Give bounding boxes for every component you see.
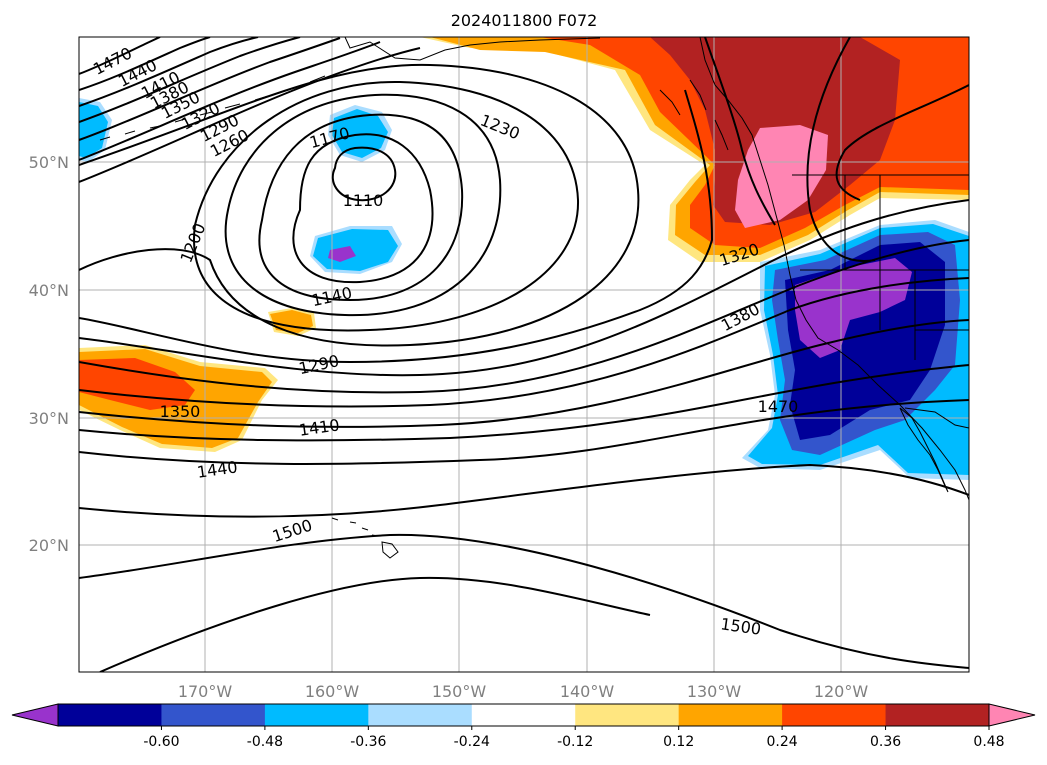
colorbar-tick-label: -0.60 bbox=[143, 734, 179, 750]
map-plot-area: 1470 1440 1410 1380 1350 1320 1290 1260 … bbox=[79, 37, 969, 672]
contour-labels: 1470 1440 1410 1380 1350 1320 1290 1260 … bbox=[90, 43, 798, 638]
lat-label: 40°N bbox=[29, 281, 69, 300]
contour-line-1170 bbox=[258, 113, 464, 302]
colorbar-tick-label: 0.24 bbox=[767, 734, 798, 750]
colorbar-tick-label: -0.12 bbox=[557, 734, 593, 750]
height-contours bbox=[79, 37, 969, 672]
contour-line-1470 bbox=[79, 399, 969, 465]
contour-line-1200 bbox=[224, 93, 502, 317]
contour-line-1140 bbox=[292, 133, 434, 284]
lon-label: 160°W bbox=[305, 682, 360, 701]
contour-line-1230 bbox=[193, 80, 580, 332]
lon-label: 120°W bbox=[814, 682, 869, 701]
graticule bbox=[79, 37, 969, 672]
colorbar-segment bbox=[264, 704, 369, 726]
contour-label-1470: 1470 bbox=[758, 397, 799, 416]
contour-line-1380-ne bbox=[835, 84, 969, 201]
contour-line-1380-nw bbox=[79, 37, 301, 123]
contour-label-1350: 1350 bbox=[160, 402, 201, 421]
contour-line-1110 bbox=[331, 146, 397, 202]
negative-anomaly-small bbox=[79, 102, 108, 158]
contour-line-1380 bbox=[79, 277, 969, 408]
colorbar-segment bbox=[575, 704, 680, 726]
positive-anomaly-region-west bbox=[79, 358, 195, 410]
contour-line-1320-ne bbox=[704, 37, 776, 226]
colorbar-tick-label: -0.24 bbox=[454, 734, 490, 750]
contour-line-1320-nw bbox=[79, 41, 381, 161]
colorbar-tick-label: -0.48 bbox=[247, 734, 283, 750]
contour-line-1410 bbox=[79, 319, 969, 428]
longitude-labels: 170°W 160°W 150°W 140°W 130°W 120°W bbox=[178, 682, 869, 701]
coastlines bbox=[99, 37, 969, 559]
state-borders bbox=[800, 175, 969, 360]
latitude-labels: 50°N 40°N 30°N 20°N bbox=[29, 153, 69, 555]
contour-line-1500-south bbox=[99, 576, 651, 672]
colorbar-tick-label: 0.36 bbox=[870, 734, 901, 750]
coastline-north-america bbox=[699, 37, 969, 501]
colorbar-segment bbox=[782, 704, 887, 726]
lat-label: 30°N bbox=[29, 409, 69, 428]
contour-line-1440-nw bbox=[79, 37, 211, 91]
negative-anomaly-region-east bbox=[795, 258, 912, 358]
colorbar-segment bbox=[678, 704, 783, 726]
contour-line-1470-nw bbox=[79, 37, 161, 75]
colorbar-extend-max bbox=[988, 703, 1036, 727]
plot-frame bbox=[78, 36, 970, 673]
colorbar-tick-label: 0.12 bbox=[663, 734, 694, 750]
lon-label: 130°W bbox=[687, 682, 742, 701]
negative-anomaly-small bbox=[328, 246, 356, 262]
negative-anomaly-small bbox=[313, 229, 398, 271]
colorbar-segment bbox=[58, 704, 162, 726]
contour-line-1350 bbox=[79, 239, 969, 394]
coastline-hawaii bbox=[331, 517, 399, 559]
contour-line-1260 bbox=[79, 63, 640, 347]
coastline-islands-bc bbox=[659, 79, 729, 151]
coastline-baja bbox=[899, 407, 949, 493]
contour-line-1290 bbox=[79, 89, 714, 364]
lon-label: 150°W bbox=[432, 682, 487, 701]
colorbar-segment bbox=[471, 704, 576, 726]
map-title: 2024011800 F072 bbox=[451, 11, 598, 30]
coastline-alaska bbox=[344, 37, 601, 61]
contour-line-1350-ne bbox=[806, 37, 876, 262]
colorbar-segment bbox=[885, 704, 990, 726]
lon-label: 170°W bbox=[178, 682, 233, 701]
contour-line-1350-nw bbox=[79, 37, 341, 141]
contour-line-1410-nw bbox=[79, 37, 259, 107]
colorbar-tick-label: -0.36 bbox=[350, 734, 386, 750]
contour-line-1440 bbox=[79, 364, 969, 442]
border-us-mexico bbox=[904, 407, 969, 429]
lat-label: 50°N bbox=[29, 153, 69, 172]
contour-line-1290-nw bbox=[79, 47, 421, 183]
colorbar-segment bbox=[161, 704, 266, 726]
colorbar-extend-min bbox=[11, 703, 59, 727]
colorbar-segment bbox=[368, 704, 473, 726]
colorbar-tick-label: 0.48 bbox=[973, 734, 1004, 750]
positive-anomaly-region-north bbox=[735, 125, 828, 228]
contour-line-1500-south bbox=[79, 533, 969, 669]
colorbar-frame bbox=[57, 703, 990, 727]
colorbar: -0.60 -0.48 -0.36 -0.24 -0.12 0.12 0.24 0.36 0.4… bbox=[11, 703, 1036, 750]
contour-line-1320 bbox=[79, 199, 969, 377]
contour-label-1110: 1110 bbox=[343, 191, 384, 210]
contour-line-1500 bbox=[79, 463, 969, 518]
lon-label: 140°W bbox=[560, 682, 615, 701]
lat-label: 20°N bbox=[29, 536, 69, 555]
